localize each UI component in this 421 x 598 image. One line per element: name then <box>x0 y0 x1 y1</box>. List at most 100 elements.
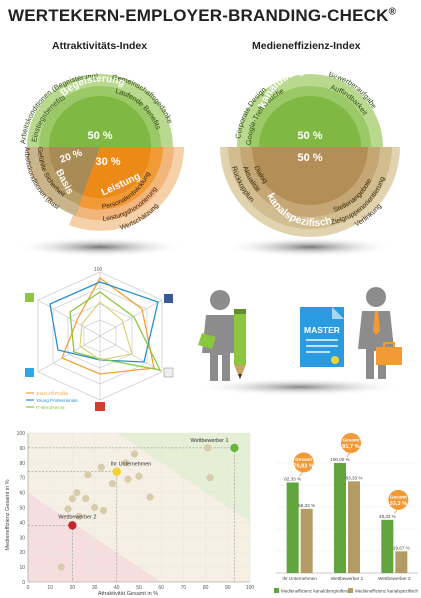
total-badge <box>293 452 314 473</box>
scatter-point <box>146 493 154 501</box>
legend-swatch <box>348 588 353 593</box>
facebook-icon <box>164 294 173 303</box>
people-illustration: MASTER <box>195 287 405 396</box>
legend-label: Jurist.Aff.Profile <box>36 391 69 396</box>
total-badge <box>388 489 409 510</box>
segment-value: 50 % <box>297 130 322 142</box>
youtube-icon <box>95 402 105 411</box>
radar-chart: 100 Jurist.Aff.Profile Young Professiona… <box>25 267 174 411</box>
scatter-point <box>97 463 105 471</box>
bar-value-label: 82,33 % <box>284 476 301 481</box>
y-tick-label: 90 <box>19 446 25 452</box>
badge-value: 33,3 % <box>390 501 407 507</box>
radar-tick: 100 <box>94 267 103 273</box>
scatter-point <box>68 494 76 503</box>
bar <box>286 482 299 573</box>
x-tick-label: 0 <box>27 585 30 591</box>
y-tick-label: 30 <box>19 535 25 541</box>
x-tick-label: 100 <box>246 585 255 591</box>
bar <box>395 551 408 573</box>
badge-value: 70,83 % <box>293 463 314 469</box>
shadow <box>225 237 395 257</box>
scatter-point <box>230 443 239 453</box>
web-icon <box>163 367 174 378</box>
scatter-point <box>135 472 143 480</box>
person-icon <box>198 290 238 381</box>
axis-icon <box>25 293 34 302</box>
scatter-point <box>68 521 77 530</box>
bar <box>300 508 313 573</box>
scatter-point <box>130 450 139 458</box>
shadow <box>15 237 185 257</box>
registered-mark: ® <box>388 6 397 18</box>
scatter-point <box>91 503 99 512</box>
scatter-point <box>204 444 212 452</box>
scatter-point <box>84 471 92 479</box>
document-icon: MASTER <box>300 307 344 367</box>
scatter-point <box>108 480 116 488</box>
scatter-point <box>206 474 214 482</box>
x-tick-label: 60 <box>158 585 164 591</box>
document-label: MASTER <box>304 325 340 335</box>
bar-chart: 82,33 % 58,33 % Ihr Unternehmen 100,00 % 83,… <box>274 433 418 594</box>
category-label: Wettbewerber 2 <box>378 576 411 581</box>
y-tick-label: 20 <box>19 550 25 556</box>
scatter-point <box>64 505 72 513</box>
category-label: Wettbewerber 1 <box>331 576 364 581</box>
bar <box>334 463 346 573</box>
x-tick-label: 70 <box>181 585 187 591</box>
shadow <box>195 378 405 396</box>
badge-title: Gesamt <box>390 494 407 499</box>
person-icon <box>358 287 394 379</box>
x-tick-label: 80 <box>203 585 209 591</box>
legend-swatch <box>274 588 279 593</box>
bar-value-label: 19,67 % <box>393 545 410 550</box>
badge-title: Gesamt <box>295 457 312 462</box>
scatter-point <box>112 467 122 476</box>
media-index-title: Medieneffizienz-Index <box>252 40 361 52</box>
y-tick-label: 60 <box>19 491 25 497</box>
x-tick-label: 30 <box>92 585 98 591</box>
page-title-text: WERTEKERN-EMPLOYER-BRANDING-CHECK <box>8 6 389 25</box>
pencil-icon <box>234 309 246 379</box>
y-tick-label: 10 <box>19 565 25 571</box>
x-tick-label: 10 <box>47 585 53 591</box>
y-tick-label: 0 <box>22 580 25 586</box>
y-tick-label: 100 <box>17 431 26 437</box>
scatter-point <box>124 475 132 483</box>
x-tick-label: 90 <box>225 585 231 591</box>
y-tick-label: 80 <box>19 461 25 467</box>
x-tick-label: 20 <box>70 585 76 591</box>
segment-value: 50 % <box>297 152 322 164</box>
y-tick-label: 70 <box>19 476 25 482</box>
attractivity-index-title: Attraktivitäts-Index <box>52 40 148 52</box>
bar-value-label: 100,00 % <box>330 457 349 462</box>
point-label: Wettbewerber 1 <box>191 438 229 444</box>
page-title: WERTEKERN-EMPLOYER-BRANDING-CHECK® <box>8 6 396 26</box>
x-tick-label: 40 <box>114 585 120 591</box>
bar-value-label: 83,33 % <box>346 475 363 480</box>
segment-value: 50 % <box>87 130 112 142</box>
x-tick-label: 50 <box>136 585 142 591</box>
scatter-point <box>82 494 90 503</box>
total-badge <box>341 433 361 453</box>
segment-value: 30 % <box>95 156 120 168</box>
attractivity-diagram: Arbeitskonditionen (Begeisterung) Einsti… <box>0 55 185 257</box>
bar-value-label: 58,33 % <box>298 503 315 508</box>
y-tick-label: 50 <box>19 506 25 512</box>
twitter-icon <box>25 368 34 377</box>
scatter-chart: 0 10 20 30 40 50 60 70 80 90 100 0 10 20 30 40 50 60 70 80 9… <box>5 431 255 597</box>
scatter-point <box>122 459 130 467</box>
legend-label: Medieneffizienz kanalübergreifend <box>281 589 350 594</box>
scatter-point <box>73 489 81 497</box>
y-axis-label: Medieneffizienz Gesamt in % <box>5 479 11 550</box>
bar <box>381 519 394 573</box>
briefcase-icon <box>376 342 402 365</box>
badge-value: 91,7 % <box>342 444 359 450</box>
scatter-point <box>75 512 83 521</box>
y-tick-label: 40 <box>19 520 25 526</box>
media-diagram: Corporate Design Google-Treffersuche Bew… <box>210 55 400 257</box>
x-axis-label: Attraktivität Gesamt in % <box>98 591 158 597</box>
scatter-point <box>57 563 65 571</box>
bar <box>348 481 360 573</box>
